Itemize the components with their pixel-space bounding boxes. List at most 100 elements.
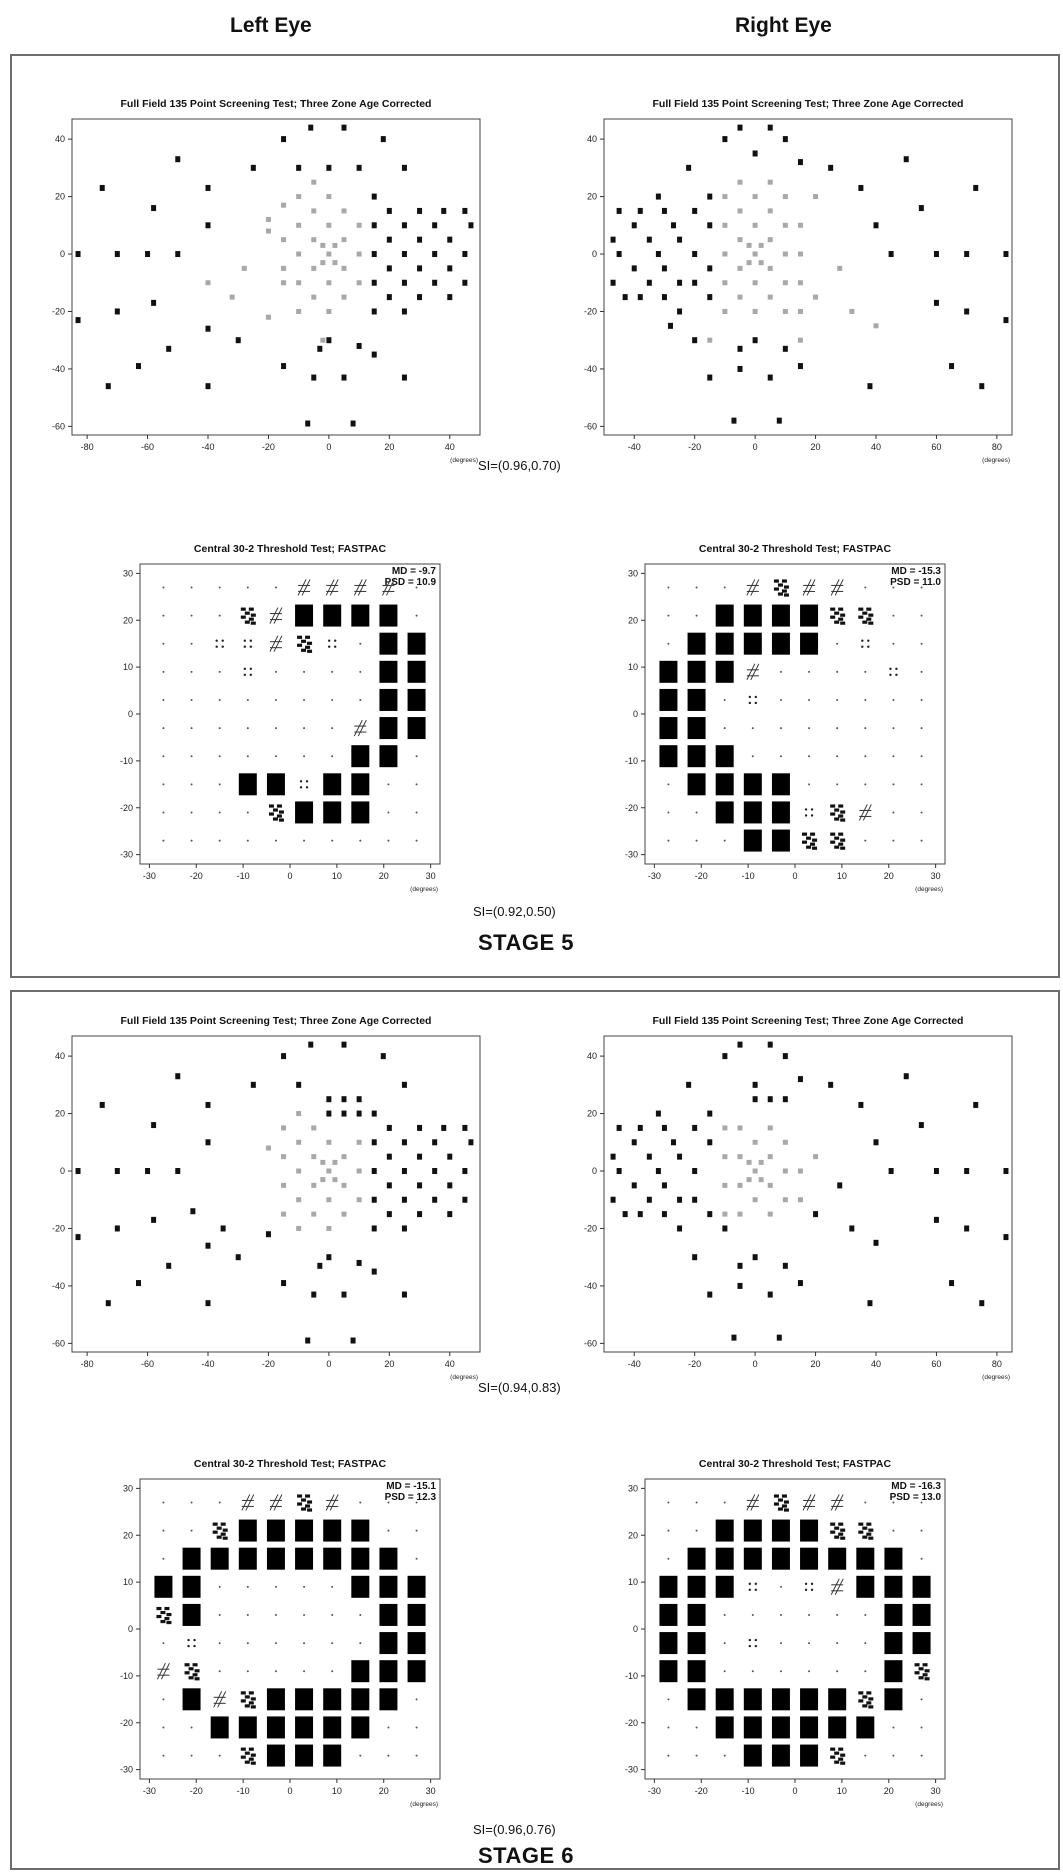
defect-point xyxy=(692,251,698,258)
defect-block xyxy=(379,688,398,711)
checker-cell xyxy=(244,611,250,615)
x-tick-label: -40 xyxy=(201,442,214,452)
normal-dot xyxy=(920,755,923,758)
normal-point xyxy=(767,1125,773,1131)
checker-cell xyxy=(858,1530,864,1534)
checker-cell xyxy=(810,842,816,846)
defect-point xyxy=(326,1254,332,1261)
x-tick-label: 10 xyxy=(837,871,847,881)
defect-point xyxy=(776,417,782,424)
normal-point xyxy=(281,1182,287,1188)
normal-dot xyxy=(723,1754,726,1757)
normal-dot xyxy=(779,1642,782,1645)
x-tick-label: 0 xyxy=(753,442,758,452)
defect-point xyxy=(166,1262,172,1269)
checker-cell xyxy=(838,832,844,836)
quad-dot xyxy=(804,1582,808,1586)
y-tick-label: -10 xyxy=(625,1671,638,1681)
defect-block xyxy=(379,632,398,655)
x-tick-label: -80 xyxy=(81,442,94,452)
defect-point xyxy=(933,1216,939,1223)
normal-point xyxy=(341,1154,347,1160)
checker-cell xyxy=(866,617,872,621)
normal-dot xyxy=(218,811,221,814)
defect-block xyxy=(800,1688,819,1711)
defect-point xyxy=(661,1182,667,1189)
normal-point xyxy=(326,194,332,200)
quad-dot xyxy=(221,639,224,642)
x-tick-label: 20 xyxy=(811,442,821,452)
checker-cell xyxy=(862,1535,868,1539)
normal-dot xyxy=(415,586,418,589)
normal-point xyxy=(281,280,287,286)
x-axis-label: (degrees) xyxy=(450,1374,478,1381)
normal-dot xyxy=(331,670,334,673)
defect-point xyxy=(205,1242,211,1249)
normal-point xyxy=(281,1154,287,1160)
quad-dot xyxy=(327,645,331,648)
defect-point xyxy=(918,205,924,212)
x-tick-label: -30 xyxy=(648,871,661,881)
normal-dot xyxy=(274,1642,277,1645)
checker-cell xyxy=(840,621,846,625)
normal-point xyxy=(737,1211,743,1217)
x-tick-label: 10 xyxy=(332,1786,342,1796)
checker-cell xyxy=(781,579,787,583)
checker-cell xyxy=(188,1676,194,1680)
normal-dot xyxy=(892,614,895,617)
normal-dot xyxy=(864,783,867,786)
defect-point xyxy=(447,1153,453,1160)
checker-cell xyxy=(866,1691,872,1695)
normal-dot xyxy=(274,1585,277,1588)
x-axis-label: (degrees) xyxy=(915,1801,943,1808)
quad-dot xyxy=(249,639,253,642)
normal-dot xyxy=(162,1557,165,1560)
normal-point xyxy=(746,260,752,266)
normal-point xyxy=(797,337,803,343)
defect-point xyxy=(235,1254,241,1261)
defect-block xyxy=(351,1519,370,1542)
defect-block xyxy=(407,688,426,711)
normal-dot xyxy=(415,1501,418,1504)
psd-value: PSD = 13.0 xyxy=(890,1492,942,1503)
defect-point xyxy=(371,1168,377,1175)
si-full-stage5: SI=(0.96,0.70) xyxy=(478,458,561,473)
defect-block xyxy=(743,1547,762,1570)
full-field-chart-left-stage6: Full Field 135 Point Screening Test; Thr… xyxy=(52,1015,481,1381)
slash-symbol xyxy=(746,1494,760,1511)
checker-cell xyxy=(250,621,256,625)
normal-dot xyxy=(667,642,670,645)
normal-dot xyxy=(920,783,923,786)
defect-point xyxy=(145,251,151,258)
normal-dot xyxy=(162,698,165,701)
defect-block xyxy=(379,1632,398,1655)
quad-dot xyxy=(221,645,224,648)
defect-point xyxy=(401,1196,407,1203)
y-tick-label: -60 xyxy=(584,1338,597,1348)
normal-dot xyxy=(779,1613,782,1616)
defect-point xyxy=(371,1268,377,1275)
normal-dot xyxy=(864,1642,867,1645)
stage-6-label: STAGE 6 xyxy=(478,1843,575,1868)
defect-point xyxy=(767,1096,773,1103)
slash-line xyxy=(241,1494,251,1511)
normal-point xyxy=(326,251,332,257)
defect-block xyxy=(323,1744,342,1767)
defect-point xyxy=(386,236,392,243)
defect-block xyxy=(182,1575,201,1598)
defect-block xyxy=(659,717,678,740)
checker-cell xyxy=(830,1747,836,1751)
defect-block xyxy=(238,1547,257,1570)
normal-point xyxy=(758,1159,764,1165)
quad-dot xyxy=(187,1644,190,1648)
x-tick-label: 0 xyxy=(287,871,292,881)
defect-block xyxy=(743,801,762,824)
x-tick-label: 0 xyxy=(792,871,797,881)
normal-point xyxy=(296,1197,302,1203)
normal-dot xyxy=(162,1642,165,1645)
quad-dot-symbol xyxy=(861,639,870,648)
normal-point xyxy=(752,194,758,200)
defect-point xyxy=(737,365,743,372)
defect-point xyxy=(386,1153,392,1160)
defect-block xyxy=(295,604,314,627)
